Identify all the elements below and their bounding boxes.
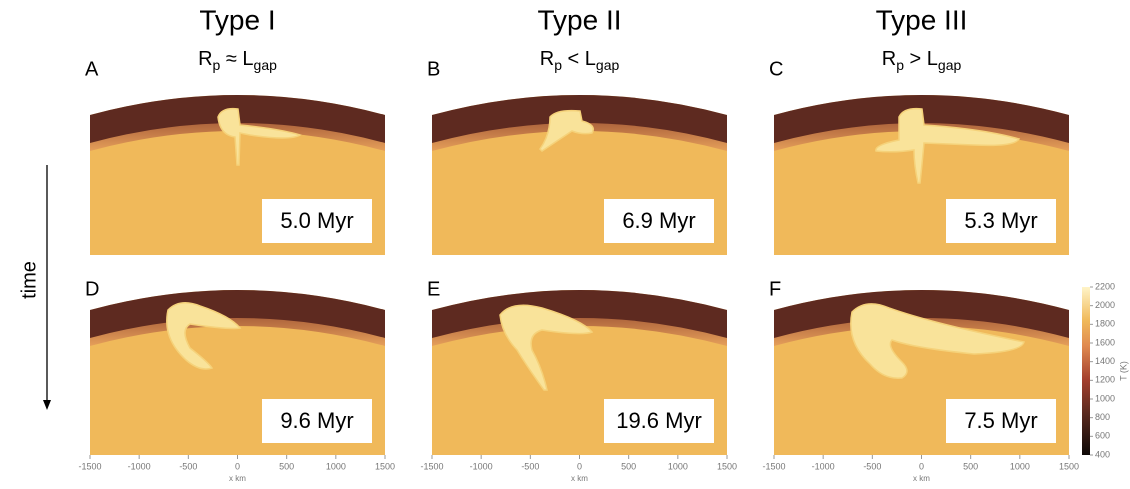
plume xyxy=(499,304,594,391)
lithosphere xyxy=(774,290,1069,338)
time-label: 6.9 Myr xyxy=(622,208,695,233)
x-tick-label: 500 xyxy=(621,461,636,471)
x-tick-label: 1500 xyxy=(1059,461,1079,471)
x-tick-label: 1000 xyxy=(1010,461,1030,471)
x-tick-label: 1000 xyxy=(668,461,688,471)
subscript: p xyxy=(896,57,904,73)
colorbar-tick-label: 2200 xyxy=(1095,281,1115,291)
column-title: Type III xyxy=(876,4,968,35)
time-box xyxy=(946,199,1056,243)
time-label: 5.0 Myr xyxy=(280,208,353,233)
colorbar-tick-label: 400 xyxy=(1095,449,1110,459)
lithosphere xyxy=(90,290,385,338)
column-subtitle: Rp < Lgap xyxy=(540,48,620,72)
time-label: 9.6 Myr xyxy=(280,408,353,433)
colorbar-tick-label: 1600 xyxy=(1095,337,1115,347)
time-box xyxy=(946,399,1056,443)
colorbar-tick-label: 1800 xyxy=(1095,319,1115,329)
subtitle-part: > L xyxy=(904,48,938,70)
x-tick-label: 1500 xyxy=(375,461,395,471)
side-label: time xyxy=(18,261,40,299)
x-axis-label: x km xyxy=(229,474,246,483)
column-subtitle: Rp > Lgap xyxy=(882,48,962,72)
subscript: p xyxy=(554,57,562,73)
x-tick-label: -1000 xyxy=(470,461,493,471)
panel-letter: C xyxy=(769,58,783,80)
lithosphere xyxy=(432,290,727,338)
plume xyxy=(850,303,1025,379)
x-tick-label: -1500 xyxy=(762,461,785,471)
time-label: 7.5 Myr xyxy=(964,408,1037,433)
subtitle-part: < L xyxy=(562,48,596,70)
panel-letter: E xyxy=(427,278,440,300)
colorbar-tick-label: 1000 xyxy=(1095,393,1115,403)
subtitle-part: R xyxy=(882,48,896,70)
plume xyxy=(875,107,1021,184)
x-tick-label: 0 xyxy=(919,461,924,471)
colorbar xyxy=(1082,287,1090,455)
time-box xyxy=(604,399,714,443)
x-tick-label: 1500 xyxy=(717,461,737,471)
x-tick-label: -500 xyxy=(521,461,539,471)
time-box xyxy=(604,199,714,243)
x-tick-label: 1000 xyxy=(326,461,346,471)
x-tick-label: -1500 xyxy=(420,461,443,471)
time-label: 5.3 Myr xyxy=(964,208,1037,233)
plume xyxy=(166,302,242,370)
subscript: p xyxy=(213,57,221,73)
x-tick-label: -500 xyxy=(863,461,881,471)
time-box xyxy=(262,399,372,443)
x-tick-label: -1500 xyxy=(78,461,101,471)
colorbar-tick-label: 2000 xyxy=(1095,300,1115,310)
subscript: gap xyxy=(254,57,278,73)
panel-letter: F xyxy=(769,278,781,300)
column-title: Type I xyxy=(199,4,275,35)
colorbar-tick-label: 600 xyxy=(1095,431,1110,441)
panel-letter: D xyxy=(85,278,99,300)
colorbar-tick-label: 800 xyxy=(1095,412,1110,422)
column-title: Type II xyxy=(537,4,621,35)
x-tick-label: 500 xyxy=(279,461,294,471)
plume xyxy=(217,107,302,166)
x-tick-label: -1000 xyxy=(812,461,835,471)
arrow-head xyxy=(43,400,51,410)
colorbar-tick-label: 1400 xyxy=(1095,356,1115,366)
column-subtitle: Rp ≈ Lgap xyxy=(198,48,277,72)
x-axis-label: x km xyxy=(571,474,588,483)
x-tick-label: 0 xyxy=(235,461,240,471)
time-box xyxy=(262,199,372,243)
x-axis-label: x km xyxy=(913,474,930,483)
time-label: 19.6 Myr xyxy=(616,408,702,433)
x-tick-label: -1000 xyxy=(128,461,151,471)
x-tick-label: 0 xyxy=(577,461,582,471)
colorbar-label: T (K) xyxy=(1118,361,1128,381)
colorbar-tick-label: 1200 xyxy=(1095,375,1115,385)
subtitle-part: R xyxy=(198,48,212,70)
x-tick-label: -500 xyxy=(179,461,197,471)
plume xyxy=(539,109,594,152)
panel-letter: B xyxy=(427,58,440,80)
subtitle-part: R xyxy=(540,48,554,70)
subscript: gap xyxy=(596,57,620,73)
subscript: gap xyxy=(938,57,962,73)
panel-letter: A xyxy=(85,58,99,80)
x-tick-label: 500 xyxy=(963,461,978,471)
subtitle-part: ≈ L xyxy=(220,48,253,70)
